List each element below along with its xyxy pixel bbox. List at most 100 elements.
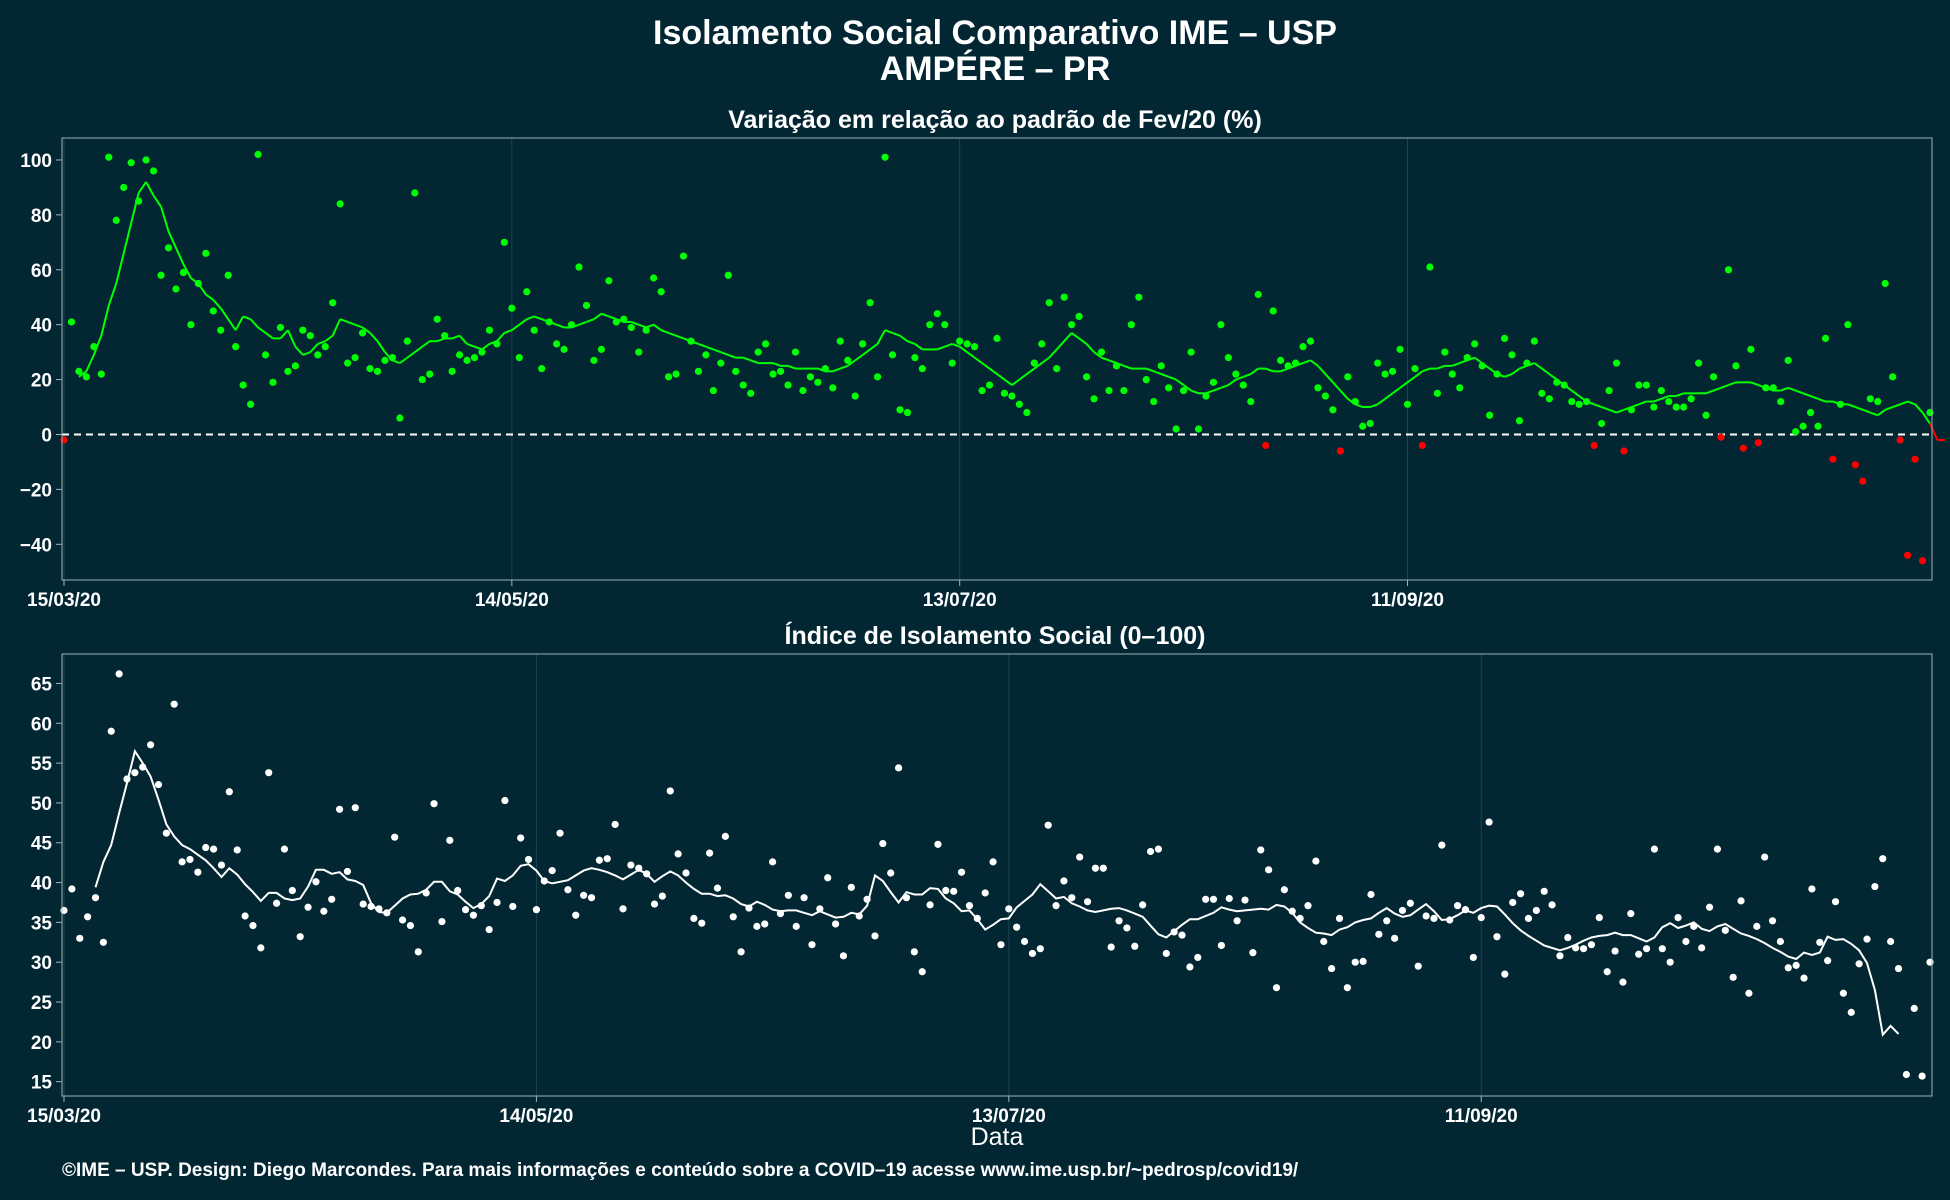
data-point — [1139, 901, 1147, 909]
data-point — [1257, 846, 1265, 854]
data-point — [1896, 436, 1904, 444]
data-point — [698, 919, 706, 927]
data-point — [1799, 422, 1807, 430]
data-point — [1328, 964, 1336, 973]
data-point — [1894, 964, 1903, 973]
data-point — [1768, 917, 1777, 925]
moving-average-segment — [578, 320, 587, 326]
data-point — [1269, 307, 1277, 315]
moving-average-segment — [1063, 332, 1073, 342]
data-point — [902, 894, 911, 902]
data-point — [1603, 968, 1611, 976]
x-tick-label: 15/03/20 — [27, 1106, 101, 1127]
data-point — [1572, 944, 1580, 952]
moving-average-segment — [1653, 397, 1662, 403]
data-point — [1265, 866, 1273, 874]
data-point — [1202, 392, 1210, 400]
data-point — [284, 367, 292, 375]
data-point — [1800, 974, 1808, 982]
data-point — [776, 910, 785, 918]
data-point — [1493, 370, 1501, 378]
y-tick-label: 40 — [31, 874, 52, 895]
data-point — [1013, 923, 1021, 931]
data-point — [441, 332, 449, 340]
data-point — [1120, 386, 1128, 395]
data-point — [762, 340, 770, 348]
moving-average-segment — [526, 315, 535, 321]
y-tick-label: 60 — [31, 261, 52, 282]
plot-frame — [61, 137, 1933, 581]
data-point — [1863, 935, 1871, 943]
data-point — [1044, 821, 1052, 829]
data-point — [1232, 370, 1240, 378]
data-point — [524, 855, 533, 864]
moving-average-segment — [914, 343, 923, 351]
data-point — [288, 886, 296, 895]
moving-average-segment — [122, 222, 133, 254]
moving-average-segment — [496, 332, 506, 342]
data-point — [1635, 381, 1643, 389]
data-point — [485, 326, 494, 334]
data-point — [769, 370, 777, 378]
data-point — [985, 381, 994, 389]
data-point — [1131, 942, 1139, 950]
moving-average-segment — [1391, 387, 1401, 395]
moving-average-segment — [720, 351, 729, 356]
data-point — [406, 921, 415, 930]
data-point — [1312, 857, 1320, 865]
data-point — [650, 900, 659, 908]
data-point — [713, 884, 722, 892]
moving-average-segment — [294, 345, 304, 356]
moving-average-segment — [742, 356, 752, 362]
moving-average-segment — [601, 312, 610, 318]
moving-average-segment — [907, 340, 916, 345]
data-point — [60, 906, 68, 915]
data-point — [1682, 937, 1690, 946]
data-point — [956, 337, 964, 345]
data-point — [963, 340, 971, 348]
data-point — [934, 840, 942, 848]
moving-average-segment — [1302, 359, 1311, 365]
data-point — [1375, 930, 1383, 938]
data-point — [1381, 370, 1389, 378]
data-point — [1784, 964, 1792, 972]
data-point — [209, 845, 218, 853]
data-point — [903, 408, 912, 417]
data-point — [1745, 989, 1753, 997]
moving-average-segment — [1533, 362, 1543, 370]
moving-average-segment — [1071, 332, 1080, 340]
data-point — [1097, 348, 1106, 356]
data-point — [1249, 949, 1257, 957]
x-tick-label: 14/05/20 — [499, 1106, 573, 1127]
y-tick-label: 25 — [31, 993, 53, 1014]
y-tick-label: −40 — [20, 535, 52, 556]
data-point — [1911, 455, 1919, 463]
moving-average-segment — [854, 354, 864, 362]
data-point — [1516, 890, 1525, 898]
data-point — [881, 153, 889, 161]
moving-average-segment — [1675, 392, 1685, 398]
moving-average-segment — [1093, 351, 1103, 359]
data-point — [1523, 359, 1531, 367]
moving-average-segment — [1802, 392, 1811, 398]
data-point — [1076, 853, 1084, 861]
data-point — [1844, 321, 1852, 329]
data-point — [747, 389, 755, 397]
moving-average-segment — [1660, 395, 1670, 400]
data-point — [381, 356, 389, 364]
moving-average-segment — [1033, 362, 1043, 370]
data-point — [366, 365, 374, 373]
data-point — [1926, 958, 1934, 966]
data-point — [642, 326, 650, 334]
data-point — [799, 386, 807, 395]
data-point — [993, 334, 1001, 343]
data-point — [1053, 365, 1061, 373]
moving-average-segment — [1608, 408, 1617, 414]
moving-average-segment — [586, 318, 595, 323]
data-point — [1406, 899, 1414, 907]
data-point — [343, 867, 352, 876]
data-point — [336, 200, 344, 208]
data-point — [839, 952, 848, 960]
data-point — [1904, 551, 1912, 559]
moving-average-segment — [287, 329, 297, 348]
